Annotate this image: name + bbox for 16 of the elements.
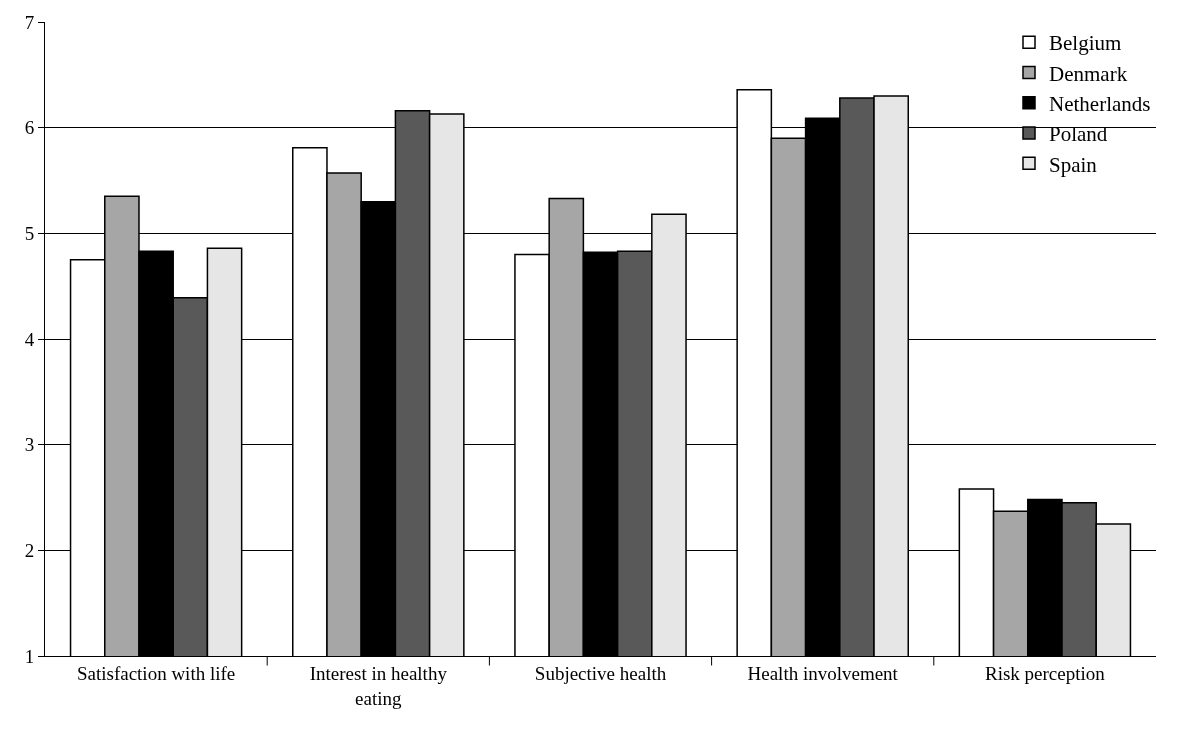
y-tick-label: 6 — [24, 117, 35, 139]
x-tick-label: Satisfaction with life — [76, 662, 236, 684]
legend-label: Belgium — [1049, 31, 1122, 56]
x-tick-label: Subjective health — [534, 662, 667, 684]
y-tick-label: 2 — [24, 539, 35, 561]
y-tick-label: 5 — [24, 222, 35, 244]
y-tick-label: 4 — [24, 328, 35, 350]
legend-label: Denmark — [1049, 61, 1128, 86]
legend-label: Netherlands — [1049, 91, 1151, 116]
y-tick-label: 3 — [24, 434, 35, 456]
y-tick-label: 7 — [24, 11, 35, 33]
legend-label: Spain — [1049, 152, 1098, 177]
x-tick-label: Health involvement — [747, 662, 899, 684]
x-tick-label: Interest in healthy eating — [309, 662, 448, 709]
y-tick-label: 1 — [24, 645, 35, 667]
x-tick-label: Risk perception — [985, 662, 1106, 684]
